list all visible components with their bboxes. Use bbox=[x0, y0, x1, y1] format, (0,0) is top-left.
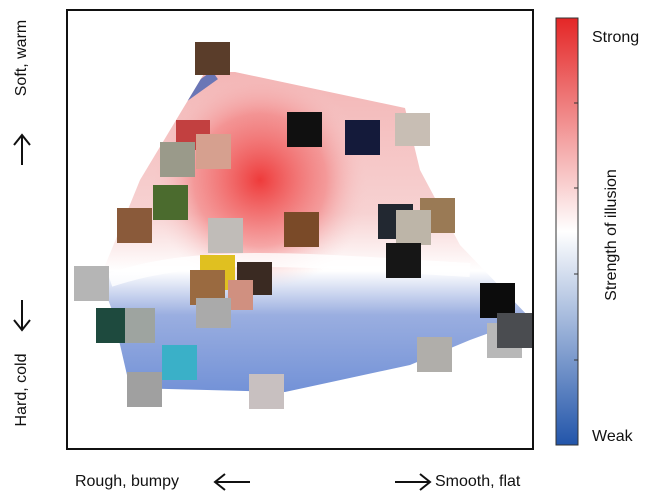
axis-label-left: Rough, bumpy bbox=[75, 473, 179, 490]
colorbar-high-label: Strong bbox=[592, 29, 639, 46]
axis-label-top: Soft, warm bbox=[13, 20, 30, 96]
axis-label-bottom: Hard, cold bbox=[13, 354, 30, 427]
figure: Strong Weak Strength of illusion Soft, w… bbox=[0, 0, 654, 497]
axis-label-right: Smooth, flat bbox=[435, 473, 521, 490]
colorbar-low-label: Weak bbox=[592, 428, 634, 445]
colorbar-title: Strength of illusion bbox=[603, 169, 620, 301]
colorbar bbox=[556, 18, 578, 445]
